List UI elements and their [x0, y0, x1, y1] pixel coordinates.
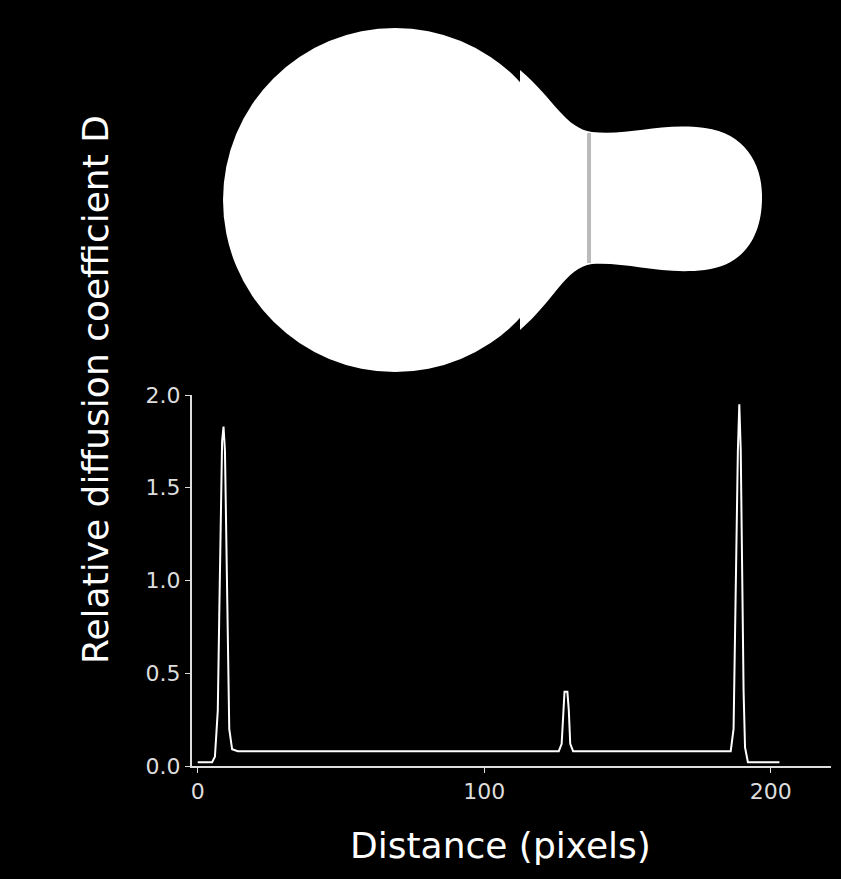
svg-text:1.5: 1.5 [146, 475, 181, 500]
svg-text:200: 200 [750, 779, 792, 804]
svg-text:Relative diffusion coefficient: Relative diffusion coefficient D [75, 115, 116, 664]
svg-text:100: 100 [463, 779, 505, 804]
svg-text:Distance (pixels): Distance (pixels) [350, 825, 651, 866]
svg-text:1.0: 1.0 [146, 568, 181, 593]
svg-text:0.5: 0.5 [146, 661, 181, 686]
svg-text:2.0: 2.0 [146, 383, 181, 408]
svg-text:0: 0 [191, 779, 205, 804]
svg-text:0.0: 0.0 [146, 754, 181, 779]
